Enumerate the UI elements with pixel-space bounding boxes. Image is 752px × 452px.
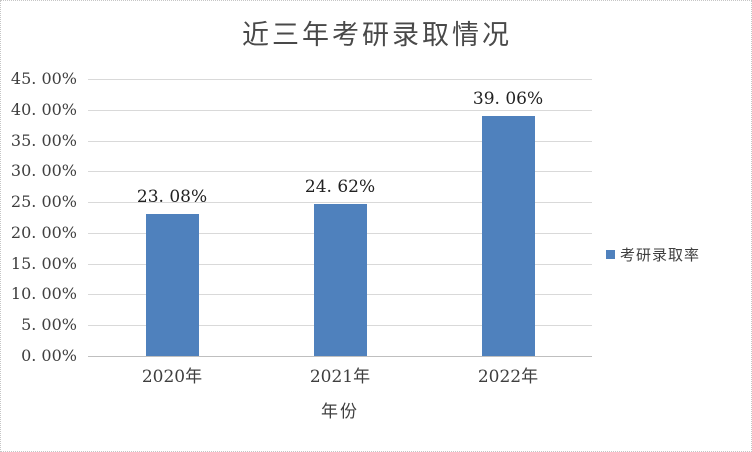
bar-value-label: 24. 62% <box>304 177 376 198</box>
legend-label: 考研录取率 <box>620 246 701 264</box>
legend: 考研录取率 <box>606 244 700 265</box>
gridline <box>88 140 592 142</box>
bar-value-label: 23. 08% <box>136 186 208 207</box>
y-tick-label: 15. 00% <box>10 253 77 273</box>
legend-marker-icon <box>606 250 615 259</box>
x-tick-label: 2021年 <box>309 367 371 387</box>
x-axis-title: 年份 <box>321 402 359 422</box>
y-tick-label: 45. 00% <box>10 69 77 88</box>
y-tick-label: 20. 00% <box>10 222 77 242</box>
gridline <box>88 109 592 111</box>
y-tick-label: 5. 00% <box>21 315 77 335</box>
x-axis-line <box>88 356 592 357</box>
y-tick-label: 10. 00% <box>10 284 77 304</box>
y-tick-label: 0. 00% <box>21 346 77 365</box>
bar <box>481 115 535 356</box>
bar <box>313 204 367 356</box>
chart-title: 近三年考研录取情况 <box>242 20 512 51</box>
x-tick-label: 2020年 <box>141 367 203 387</box>
y-tick-label: 30. 00% <box>10 161 77 181</box>
y-tick-label: 40. 00% <box>10 99 77 119</box>
y-tick-label: 25. 00% <box>10 192 77 212</box>
x-tick-label: 2022年 <box>477 367 539 387</box>
gridline <box>88 79 592 80</box>
gridline <box>88 171 592 173</box>
y-tick-label: 35. 00% <box>10 130 77 150</box>
bar <box>145 213 199 356</box>
gridline <box>88 202 592 204</box>
bar-value-label: 39. 06% <box>472 88 544 109</box>
